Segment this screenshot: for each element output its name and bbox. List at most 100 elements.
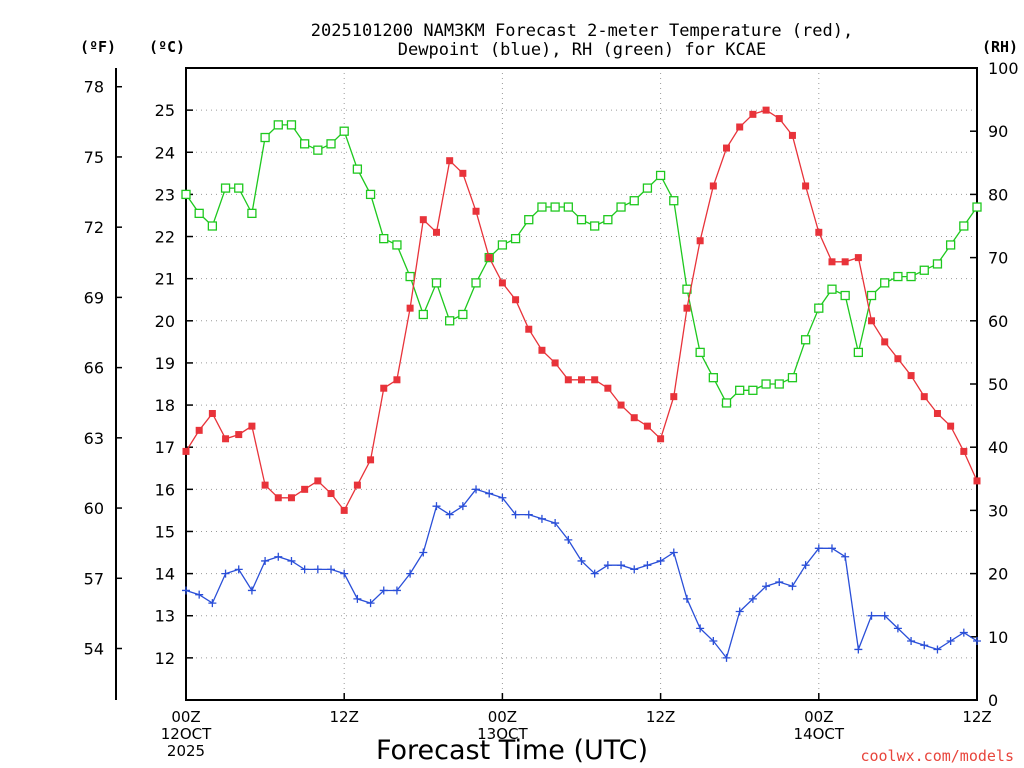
rh-tick-label: 40 — [988, 438, 1008, 457]
rh-point — [286, 120, 297, 130]
dewpoint-point — [195, 590, 204, 599]
dewpoint-point — [234, 565, 243, 574]
temperature-point — [446, 157, 454, 165]
temperature-point — [643, 422, 651, 430]
temperature-point — [182, 447, 190, 455]
dewpoint-point — [973, 637, 981, 646]
rh-point — [497, 240, 508, 250]
temperature-point — [762, 106, 770, 114]
dewpoint-point — [458, 502, 467, 511]
fahrenheit-tick-label: 72 — [84, 218, 104, 237]
dewpoint-point — [247, 586, 256, 595]
temperature-series — [182, 106, 981, 514]
axes — [115, 67, 978, 701]
dewpoint-point — [827, 544, 836, 553]
temperature-point — [340, 506, 348, 514]
dewpoint-point — [814, 544, 823, 553]
chart-title-line-2: Dewpoint (blue), RH (green) for KCAE — [398, 40, 766, 60]
rh-point — [629, 196, 639, 206]
temperature-point — [683, 304, 691, 312]
rh-point — [181, 189, 191, 200]
rh-point — [418, 309, 428, 320]
temperature-point — [802, 182, 810, 190]
rh-point — [642, 183, 653, 193]
temperature-point — [617, 401, 625, 409]
temperature-point — [920, 393, 928, 401]
temperature-point — [723, 144, 731, 152]
rh-point — [339, 126, 349, 136]
rh-point — [365, 189, 376, 200]
celsius-tick-label: 25 — [155, 101, 175, 120]
dewpoint-point — [208, 599, 217, 608]
temperature-point — [432, 228, 440, 236]
temperature-point — [393, 376, 401, 384]
rh-point — [234, 183, 244, 193]
dewpoint-point — [841, 552, 850, 561]
dewpoint-point — [933, 645, 942, 654]
rh-point — [932, 259, 943, 269]
temperature-point — [380, 384, 388, 392]
celsius-tick-label: 20 — [155, 312, 175, 331]
temperature-point — [472, 207, 480, 215]
rh-point — [708, 373, 718, 383]
temperature-point — [564, 376, 572, 384]
dewpoint-point — [603, 561, 612, 570]
celsius-tick-label: 23 — [155, 185, 175, 204]
rh-point — [866, 290, 877, 301]
temperature-point — [828, 258, 836, 266]
dewpoint-point — [630, 565, 639, 574]
temperature-point — [788, 131, 796, 139]
rh-tick-label: 70 — [988, 249, 1008, 268]
temperature-point — [538, 346, 546, 354]
fahrenheit-tick-label: 54 — [84, 640, 104, 659]
temperature-point — [353, 481, 361, 489]
celsius-tick-label: 13 — [155, 607, 175, 626]
dewpoint-point — [893, 624, 902, 633]
rh-point — [827, 284, 837, 294]
temperature-point — [235, 431, 243, 439]
dewpoint-point — [511, 510, 520, 519]
dewpoint-point — [379, 586, 388, 595]
temperature-point — [327, 490, 335, 498]
celsius-tick-label: 15 — [155, 522, 175, 541]
rh-point — [787, 373, 798, 383]
temperature-point — [578, 376, 585, 384]
temperature-point — [894, 355, 902, 363]
temperature-point — [301, 485, 309, 493]
celsius-tick-label: 17 — [155, 438, 175, 457]
rh-point — [273, 120, 283, 130]
x-tick-label: 00Z — [804, 708, 833, 726]
x-tick-label: 12Z — [330, 708, 359, 726]
credit-link[interactable]: coolwx.com/models — [860, 747, 1014, 765]
dewpoint-point — [340, 569, 349, 578]
temperature-point — [973, 477, 981, 485]
temperature-point — [815, 228, 823, 236]
chart-title-line-1: 2025101200 NAM3KM Forecast 2-meter Tempe… — [311, 21, 853, 41]
rh-point — [537, 202, 547, 212]
rh-point — [326, 139, 336, 149]
dewpoint-point — [669, 548, 678, 557]
rh-point — [260, 132, 270, 143]
temperature-point — [709, 182, 717, 190]
dewpoint-point — [274, 552, 283, 561]
dewpoint-point — [775, 578, 784, 587]
dewpoint-point — [353, 594, 362, 603]
temperature-point — [696, 237, 704, 245]
rh-point — [919, 265, 929, 275]
temperature-point — [854, 254, 862, 262]
rh-point — [590, 221, 600, 231]
dewpoint-point — [327, 565, 336, 574]
dewpoint-point — [867, 611, 876, 620]
dewpoint-point — [801, 561, 810, 570]
fahrenheit-tick-label: 60 — [84, 499, 104, 518]
x-tick-label: 00Z — [488, 708, 517, 726]
rh-point — [840, 290, 850, 301]
dewpoint-point — [577, 556, 586, 565]
dewpoint-point — [735, 607, 744, 616]
rh-point — [313, 145, 323, 155]
x-tick-label: 12OCT — [161, 725, 212, 743]
dewpoint-point — [551, 519, 560, 528]
dewpoint-point — [696, 624, 705, 633]
rh-point — [247, 208, 257, 219]
rh-tick-label: 30 — [988, 501, 1008, 520]
